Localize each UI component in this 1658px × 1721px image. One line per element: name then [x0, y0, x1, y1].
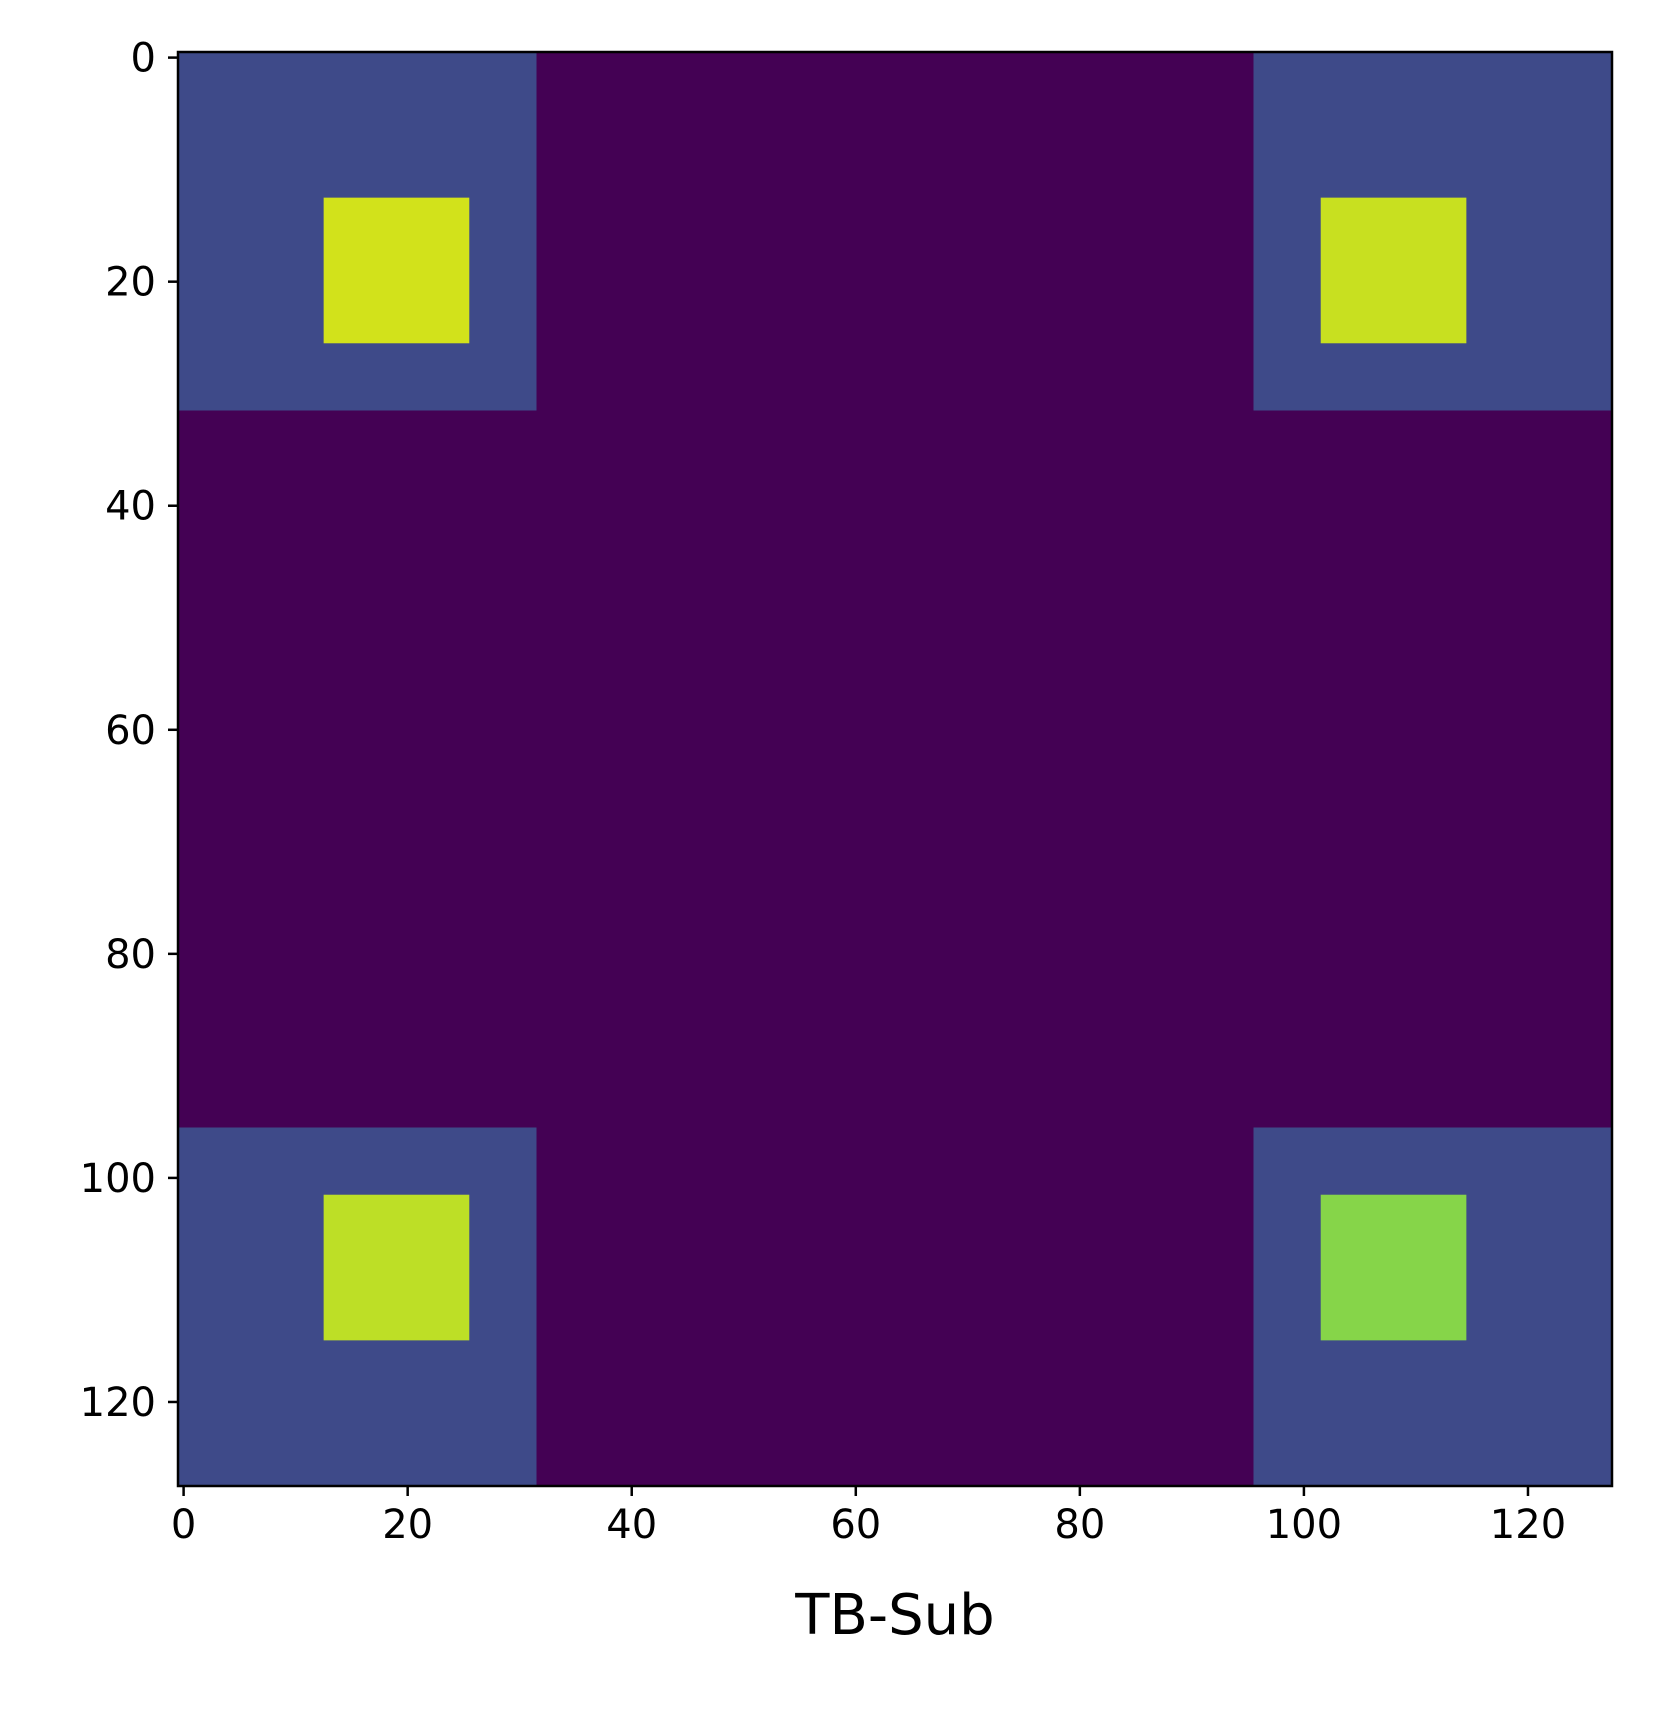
x-tick-label-100: 100 [1266, 1502, 1342, 1548]
y-tick-label-20: 20 [105, 260, 156, 306]
x-tick-label-20: 20 [382, 1502, 433, 1548]
heatmap-region-inner-top-right [1320, 197, 1467, 344]
x-axis-label: TB-Sub [794, 1583, 994, 1648]
axes: 0 20 40 60 80 100 120 0 20 40 60 80 100 120 [80, 36, 1614, 1548]
heatmap-region-inner-top-left [323, 197, 470, 344]
x-tick-label-80: 80 [1054, 1502, 1105, 1548]
y-tick-label-120: 120 [80, 1380, 156, 1426]
heatmap-region-inner-bottom-right [1320, 1194, 1467, 1341]
y-tick-label-60: 60 [105, 708, 156, 754]
x-tick-label-40: 40 [606, 1502, 657, 1548]
x-tick-label-60: 60 [830, 1502, 881, 1548]
x-tick-label-0: 0 [171, 1502, 196, 1548]
axes-frame [176, 50, 1614, 1488]
heatmap-region-inner-bottom-left [323, 1194, 470, 1341]
y-tick-label-80: 80 [105, 932, 156, 978]
y-tick-label-100: 100 [80, 1156, 156, 1202]
x-tick-label-120: 120 [1490, 1502, 1566, 1548]
y-tick-label-40: 40 [105, 484, 156, 530]
y-tick-label-0: 0 [131, 36, 156, 82]
plot-area [178, 52, 1612, 1486]
